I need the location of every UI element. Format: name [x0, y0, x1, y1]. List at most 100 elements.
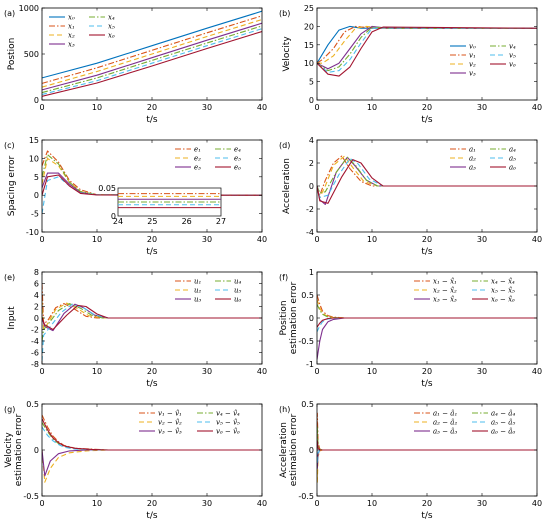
series-group	[42, 283, 262, 362]
legend-entry: a₆	[509, 164, 516, 172]
series-line-2	[317, 25, 537, 64]
legend-entry: u₃	[194, 296, 202, 304]
legend-entry: x₂	[68, 32, 75, 40]
y-tick-label: -4	[306, 228, 314, 237]
legend-entry: v₅ − v̂₅	[216, 418, 240, 427]
legend-entry: e₆	[234, 164, 241, 172]
legend-entry: e₄	[234, 146, 241, 154]
series-line-6	[317, 440, 537, 451]
legend-entry: e₁	[194, 146, 201, 154]
inset-x-tick-label: 26	[182, 217, 192, 226]
legend: x₁ − x̂₁ x₄ − x̂₄ x₂ − x̂₂ x₅ − x̂₅ x₃ − x̂₃…	[410, 274, 534, 307]
y-axis-label: Velocity	[282, 36, 292, 72]
y-tick-label: -8	[31, 360, 39, 369]
legend-entry: v₁	[469, 52, 476, 60]
x-tick-label: 0	[39, 367, 44, 376]
y-axis-label: Spacing error	[7, 155, 17, 216]
series-line-5	[317, 26, 537, 72]
y-tick-label: 0	[309, 182, 314, 191]
series-line-6	[317, 317, 537, 328]
series-line-6	[317, 27, 537, 73]
y-axis-label: Postion	[7, 38, 17, 71]
y-axis-label: Acceleration	[282, 158, 292, 214]
legend-entry: v₂	[469, 61, 476, 69]
x-tick-label: 20	[422, 103, 432, 112]
series-line-3	[317, 449, 537, 469]
x-axis-label: t/s	[146, 379, 158, 389]
y-tick-label: 20	[304, 22, 314, 31]
legend-entry: a₁	[469, 146, 476, 154]
legend-entry: a₃ − â₃	[433, 428, 457, 436]
x-tick-label: 0	[39, 235, 44, 244]
y-tick-label: 0.5	[301, 291, 314, 300]
inset-y-tick-label: 0.05	[98, 184, 116, 193]
x-tick-label: 40	[532, 235, 542, 244]
series-line-5	[42, 426, 262, 451]
series-line-2	[317, 449, 537, 483]
legend-entry: u₂	[194, 287, 202, 295]
x-tick-label: 30	[477, 235, 487, 244]
x-tick-label: 20	[422, 367, 432, 376]
y-tick-label: -1	[306, 360, 314, 369]
x-axis-label: t/s	[421, 379, 433, 389]
legend-entry: x₆ − x̂₆	[491, 295, 515, 304]
y-tick-label: 0	[34, 314, 39, 323]
y-tick-label: -2	[31, 326, 39, 335]
x-tick-label: 10	[367, 103, 377, 112]
series-line-6	[42, 304, 262, 331]
legend-entry: x₅	[108, 23, 115, 31]
y-tick-label: 0	[309, 96, 314, 105]
y-axis-label: Velocityestimation error	[4, 413, 24, 486]
x-tick-label: 40	[257, 367, 267, 376]
y-tick-label: -4	[31, 337, 39, 346]
y-tick-label: -2	[306, 205, 314, 214]
x-tick-label: 20	[147, 499, 157, 508]
legend-entry: a₂ − â₂	[433, 419, 457, 427]
inset-x-tick-label: 27	[216, 217, 226, 226]
y-tick-label: -10	[26, 228, 39, 237]
panel-h: 0 10 20 30 40-0.500.5t/sAccelerationestimati…	[279, 400, 542, 521]
legend-entry: x₄	[108, 14, 115, 22]
panel-c: 0 10 20 30 40 -10 -5 0 5 10 15 t/s Spacing error (c) e…	[4, 136, 267, 257]
x-tick-label: 20	[422, 235, 432, 244]
y-tick-label: 4	[34, 291, 39, 300]
series-line-2	[42, 449, 262, 483]
y-tick-label: 0	[309, 446, 314, 455]
legend-entry: x₆	[108, 32, 115, 40]
panel-a: 0 10 20 30 40 0 500 1000 t/s Postion (a) x₀ x₄ x₁ x₅ x₂…	[4, 4, 267, 125]
legend-entry: v₃	[469, 70, 476, 78]
series-group	[42, 150, 262, 214]
legend-entry: v₆ − v̂₆	[216, 427, 240, 436]
series-line-4	[42, 303, 262, 342]
series-line-3	[317, 317, 537, 360]
panel-label: (b)	[279, 9, 290, 18]
legend-entry: a₅	[509, 155, 516, 163]
y-tick-label: 1000	[19, 4, 39, 13]
x-tick-label: 40	[257, 235, 267, 244]
y-tick-label: 0	[34, 96, 39, 105]
series-group	[42, 10, 262, 97]
series-group	[317, 155, 537, 205]
series-line-1	[42, 283, 262, 325]
panel-label: (d)	[279, 141, 290, 150]
legend-entry: e₂	[194, 155, 201, 163]
series-line-2	[42, 300, 262, 331]
legend-entry: a₁ − â₁	[433, 410, 457, 418]
y-tick-label: -6	[31, 349, 39, 358]
panel-label: (e)	[4, 273, 15, 282]
y-tick-label: -5	[31, 210, 39, 219]
x-tick-label: 0	[39, 103, 44, 112]
legend: u₁ u₄ u₂ u₅ u₃ u₆	[171, 274, 259, 307]
legend-entry: u₆	[234, 296, 242, 304]
legend-entry: u₅	[234, 287, 242, 295]
x-tick-label: 10	[92, 499, 102, 508]
panel-d: 0 10 20 30 40 -4 -2 0 2 4 t/s Acceleration (d) a₁ a₄ a₂…	[279, 136, 542, 257]
series-line-4	[42, 22, 262, 91]
legend-entry: a₆ − â₆	[491, 428, 515, 436]
series-line-3	[42, 303, 262, 332]
legend-entry: a₃	[469, 164, 476, 172]
legend: v₀ v₄ v₁ v₅ v₂ v₆ v₃	[446, 39, 534, 81]
legend-entry: x₁ − x̂₁	[433, 277, 457, 286]
